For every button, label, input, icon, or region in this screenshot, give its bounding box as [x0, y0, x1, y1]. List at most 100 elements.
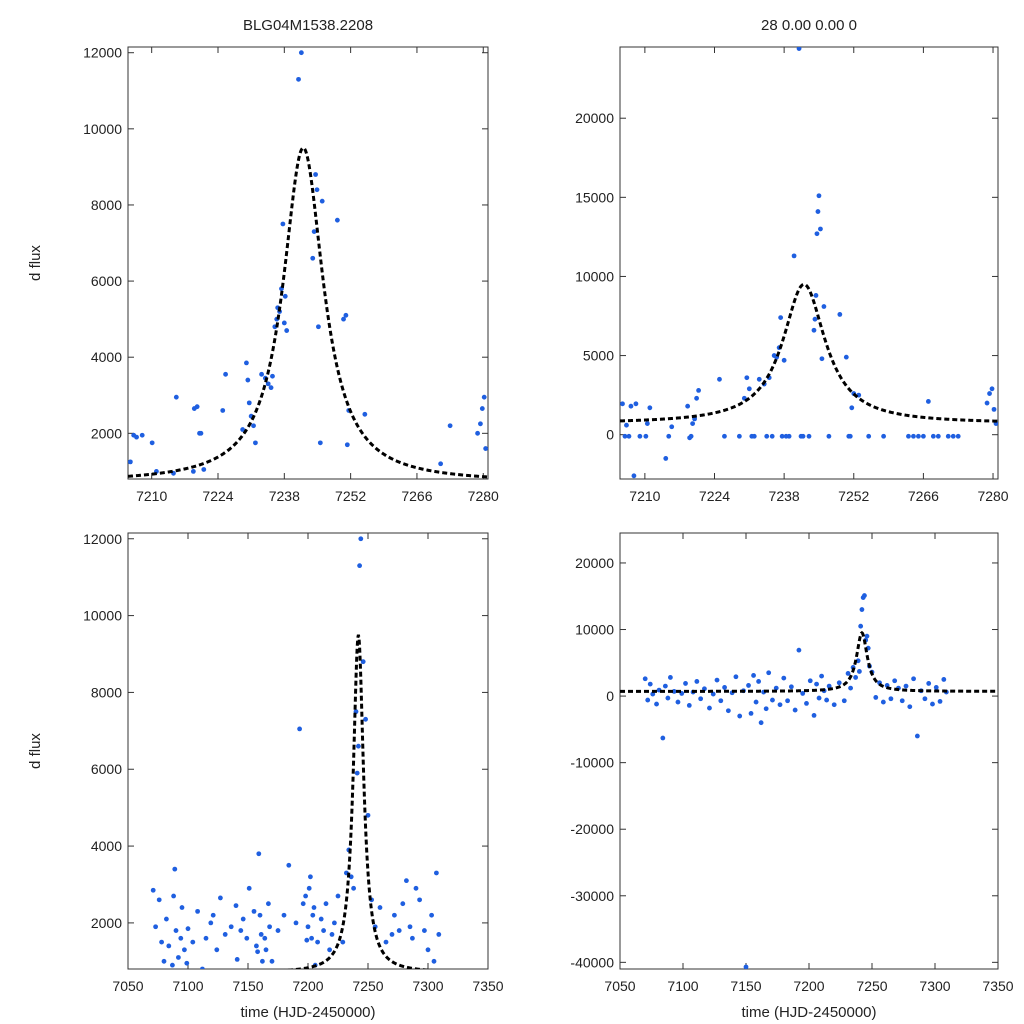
data-point — [351, 885, 356, 891]
data-point — [796, 647, 802, 653]
x-tick-label: 7280 — [468, 488, 499, 504]
plot-frame — [127, 532, 489, 970]
x-tick-label: 7150 — [232, 978, 263, 994]
data-point — [941, 677, 947, 682]
data-point — [275, 928, 281, 933]
data-point — [725, 708, 731, 714]
data-point — [746, 683, 751, 688]
x-tick-label: 7210 — [629, 488, 660, 504]
data-point — [926, 681, 932, 686]
data-point — [836, 680, 842, 686]
data-point — [365, 812, 371, 818]
data-point — [743, 964, 749, 969]
data-point — [222, 932, 228, 937]
data-point — [722, 685, 727, 690]
data-point — [203, 935, 209, 941]
data-point — [843, 354, 849, 360]
data-point — [800, 433, 806, 439]
data-point — [255, 949, 260, 955]
data-point — [622, 433, 628, 439]
data-point — [417, 897, 422, 903]
data-point — [483, 446, 488, 451]
data-point — [344, 442, 350, 448]
data-point — [447, 423, 453, 429]
data-point — [156, 897, 162, 903]
data-point — [686, 703, 692, 708]
x-tick-label: 7350 — [982, 978, 1013, 994]
plot-area — [620, 47, 998, 479]
data-point — [773, 685, 779, 691]
data-point — [286, 862, 292, 868]
data-point — [200, 966, 205, 969]
x-tick-label: 7200 — [292, 978, 323, 994]
y-tick-label: 12000 — [83, 531, 122, 547]
panel-title: 28 0.00 0.00 0 — [761, 17, 857, 34]
data-point — [816, 695, 822, 701]
data-point — [309, 935, 314, 941]
data-point — [633, 401, 639, 407]
data-point — [297, 726, 302, 732]
data-point — [781, 357, 787, 363]
data-point — [263, 947, 269, 953]
data-point — [179, 905, 185, 910]
data-point — [134, 434, 139, 440]
data-point — [159, 939, 165, 945]
data-point — [819, 356, 825, 362]
data-point — [194, 404, 200, 410]
data-point — [246, 400, 252, 406]
y-tick-label: -40000 — [570, 954, 614, 970]
data-point — [317, 440, 323, 446]
data-point — [935, 433, 941, 439]
data-point — [357, 563, 362, 569]
data-point — [857, 669, 862, 674]
data-point — [259, 371, 264, 377]
data-point — [438, 461, 444, 467]
data-point — [751, 673, 756, 678]
x-tick-label: 7224 — [202, 488, 233, 504]
plot-area — [128, 50, 488, 479]
data-point — [650, 691, 656, 697]
data-point — [220, 408, 226, 413]
y-tick-label: 10000 — [575, 622, 614, 638]
data-point — [208, 920, 214, 926]
data-point — [669, 424, 675, 430]
data-point — [813, 293, 819, 298]
data-point — [717, 376, 722, 382]
data-point — [238, 928, 244, 933]
data-point — [756, 679, 761, 684]
data-point — [764, 433, 770, 439]
data-point — [176, 955, 181, 960]
data-point — [267, 924, 272, 930]
data-point — [356, 743, 361, 749]
data-point — [479, 406, 485, 411]
data-point — [436, 932, 442, 937]
data-point — [792, 707, 798, 713]
data-point — [807, 678, 813, 684]
data-point — [788, 684, 794, 690]
data-point — [434, 870, 439, 876]
data-point — [881, 433, 887, 439]
data-point — [665, 695, 671, 701]
panel-bottom-left: 7050 7100 7150 7200 7250 7300 7350 2000 4000 6000… — [27, 531, 504, 1021]
data-point — [478, 421, 483, 427]
data-point — [383, 939, 389, 945]
data-point — [268, 385, 274, 391]
data-point — [413, 885, 419, 891]
data-point — [214, 947, 220, 953]
x-tick-label: 7266 — [401, 488, 432, 504]
data-point — [246, 885, 252, 891]
data-point — [281, 320, 287, 326]
data-point — [756, 376, 762, 382]
data-point — [178, 935, 184, 941]
panel-title: BLG04M1538.2208 — [243, 17, 373, 34]
x-axis-title: time (HJD-2450000) — [741, 1004, 876, 1021]
data-point — [210, 912, 216, 918]
data-point — [269, 958, 275, 964]
data-point — [930, 701, 935, 707]
data-point — [722, 433, 727, 439]
data-point — [377, 905, 383, 910]
data-point — [334, 217, 340, 223]
data-point — [164, 916, 169, 922]
data-point — [431, 958, 437, 964]
